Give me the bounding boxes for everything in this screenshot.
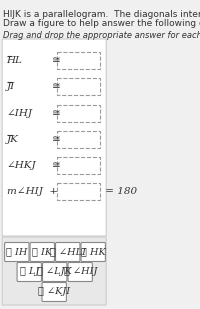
Text: ≅: ≅ — [51, 108, 60, 118]
FancyBboxPatch shape — [2, 39, 106, 236]
FancyBboxPatch shape — [81, 243, 105, 261]
Text: = 180: = 180 — [102, 187, 137, 196]
Text: ∷ IH: ∷ IH — [6, 248, 27, 256]
FancyBboxPatch shape — [30, 243, 54, 261]
Text: Draw a figure to help answer the following questions.: Draw a figure to help answer the followi… — [3, 19, 200, 28]
Text: HIJK is a parallelogram.  The diagonals intersect at L.: HIJK is a parallelogram. The diagonals i… — [3, 10, 200, 19]
FancyBboxPatch shape — [2, 237, 106, 305]
Text: Drag and drop the appropriate answer for each question.: Drag and drop the appropriate answer for… — [3, 31, 200, 40]
Bar — [57, 183, 100, 200]
Text: m∠HIJ  +: m∠HIJ + — [7, 187, 58, 196]
Bar — [57, 105, 100, 122]
Text: ≅: ≅ — [51, 55, 60, 65]
FancyBboxPatch shape — [68, 263, 92, 281]
Text: ∷ ∠HLI: ∷ ∠HLI — [50, 248, 86, 256]
Bar — [57, 157, 100, 174]
Text: ≅: ≅ — [51, 134, 60, 144]
Text: ≅: ≅ — [51, 160, 60, 170]
FancyBboxPatch shape — [43, 263, 67, 281]
Text: ∠IHJ: ∠IHJ — [7, 108, 33, 117]
FancyBboxPatch shape — [17, 263, 41, 281]
Text: ∷ LJ: ∷ LJ — [20, 268, 39, 277]
Text: ∷ ∠LJK: ∷ ∠LJK — [37, 268, 72, 277]
Bar — [57, 78, 100, 95]
Text: ≅: ≅ — [51, 81, 60, 91]
Text: ∷ ∠HIJ: ∷ ∠HIJ — [64, 268, 97, 277]
Text: ∷ IK: ∷ IK — [32, 248, 52, 256]
Text: ∷ HK: ∷ HK — [81, 248, 106, 256]
Text: JK: JK — [7, 134, 18, 143]
FancyBboxPatch shape — [5, 243, 29, 261]
Bar — [57, 52, 100, 69]
Text: JI: JI — [7, 82, 15, 91]
Text: ∠HKJ: ∠HKJ — [7, 160, 36, 170]
Bar — [57, 131, 100, 148]
FancyBboxPatch shape — [56, 243, 80, 261]
Text: HL: HL — [7, 56, 22, 65]
FancyBboxPatch shape — [42, 282, 66, 302]
Text: ∷ ∠KJI: ∷ ∠KJI — [38, 287, 70, 297]
